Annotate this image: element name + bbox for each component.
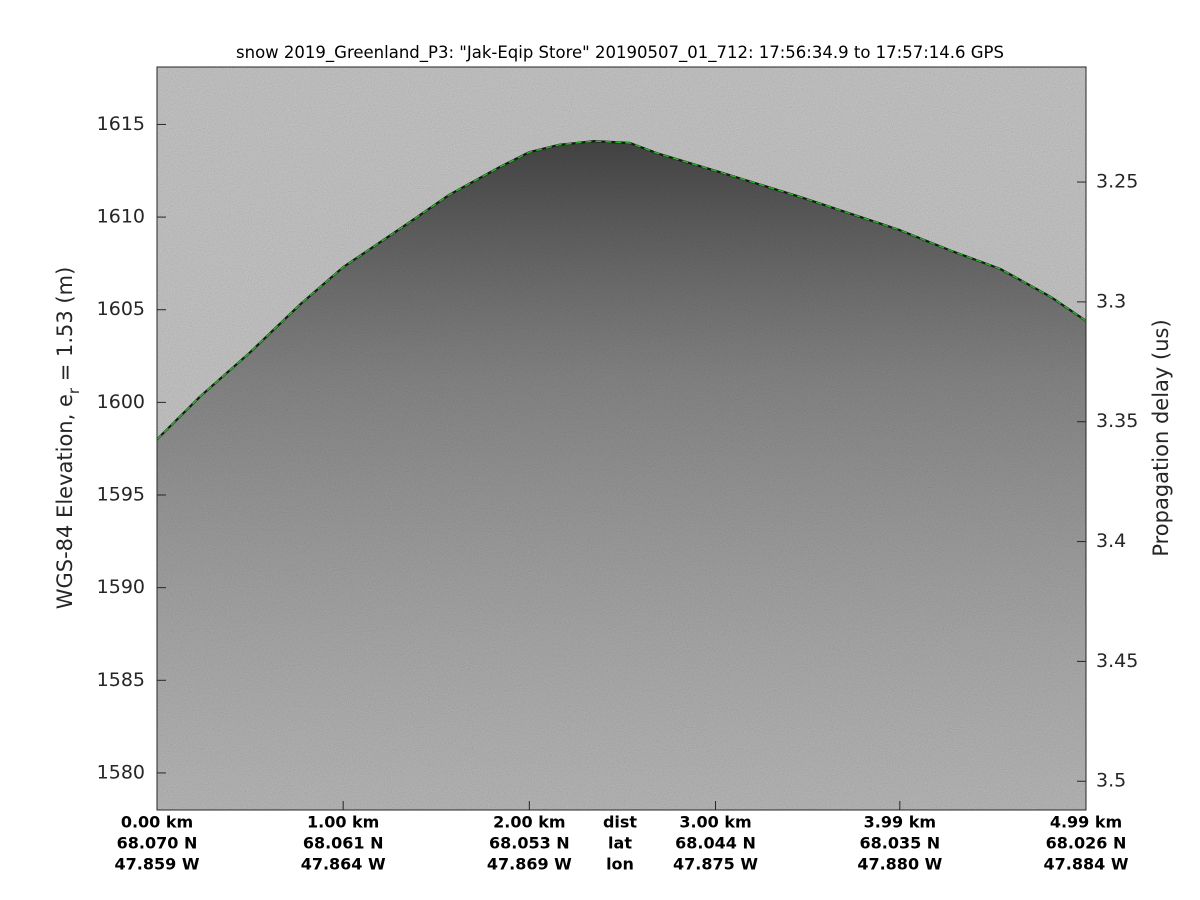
x-tick-label: 3.99 km — [864, 813, 936, 832]
x-tick-lat: 68.061 N — [303, 834, 384, 853]
y2-tick-label: 3.25 — [1096, 171, 1138, 193]
speckle — [157, 67, 1086, 810]
y-label-main: WGS-84 Elevation, e — [53, 394, 77, 609]
y2-tick-label: 3.5 — [1096, 770, 1126, 792]
y-label-subscript: r — [65, 387, 83, 394]
x-tick-lat: 68.026 N — [1046, 834, 1127, 853]
x-tick-lat: 68.044 N — [675, 834, 756, 853]
x-tick-lat: 68.053 N — [489, 834, 570, 853]
y-tick-label: 1615 — [97, 113, 145, 135]
y2-tick-label: 3.45 — [1096, 650, 1138, 672]
x-tick-lon: 47.864 W — [301, 855, 386, 874]
y2-tick-label: 3.4 — [1096, 530, 1126, 552]
x-tick-label: 1.00 km — [307, 813, 379, 832]
x-tick-lon: 47.884 W — [1044, 855, 1129, 874]
x-row-label: lat — [608, 834, 632, 853]
y-tick-label: 1580 — [97, 761, 145, 783]
x-tick-lat: 68.070 N — [117, 834, 198, 853]
y2-tick-label: 3.3 — [1096, 290, 1126, 312]
y-tick-label: 1585 — [97, 669, 145, 691]
y-label-rest: = 1.53 (m) — [53, 267, 77, 388]
y-axis-label: WGS-84 Elevation, er = 1.53 (m) — [53, 267, 83, 610]
x-tick-lon: 47.880 W — [857, 855, 942, 874]
axes-frame — [156, 66, 1087, 811]
x-tick-label: 2.00 km — [493, 813, 565, 832]
x-tick-lat: 68.035 N — [859, 834, 940, 853]
y-tick-label: 1610 — [97, 206, 145, 228]
x-row-label: dist — [603, 813, 637, 832]
y-tick-label: 1590 — [97, 576, 145, 598]
y2-axis-label: Propagation delay (us) — [1149, 319, 1173, 556]
x-tick-lon: 47.859 W — [115, 855, 200, 874]
y2-tick-label: 3.35 — [1096, 410, 1138, 432]
x-tick-label: 0.00 km — [121, 813, 193, 832]
x-row-label: lon — [606, 855, 634, 874]
y-tick-label: 1600 — [97, 391, 145, 413]
x-tick-label: 4.99 km — [1050, 813, 1122, 832]
x-tick-lon: 47.875 W — [673, 855, 758, 874]
x-tick-lon: 47.869 W — [487, 855, 572, 874]
y-tick-label: 1595 — [97, 484, 145, 506]
chart-title: snow 2019_Greenland_P3: "Jak-Eqip Store"… — [236, 43, 1004, 63]
y-tick-label: 1605 — [97, 298, 145, 320]
x-tick-label: 3.00 km — [679, 813, 751, 832]
